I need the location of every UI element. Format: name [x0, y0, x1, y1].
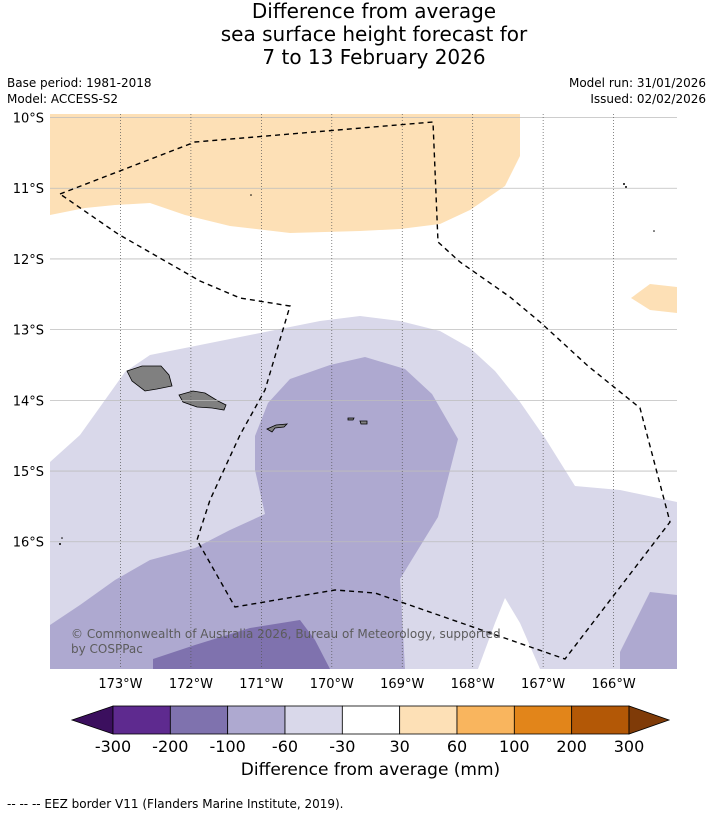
colorbar-bin	[169, 705, 229, 735]
graticule	[50, 114, 677, 669]
latitude-tick-label: 16°S	[13, 536, 44, 551]
eez-footnote: -- -- -- EEZ border V11 (Flanders Marine…	[7, 797, 344, 811]
colorbar-bin	[513, 705, 573, 735]
colorbar-bin	[341, 705, 401, 735]
title-line-1: Difference from average	[251, 0, 497, 23]
latitude-tick-label: 14°S	[13, 394, 44, 409]
latitude-tick-label: 15°S	[13, 465, 44, 480]
longitude-tick-label: 171°W	[239, 677, 283, 692]
islet-marker	[61, 537, 63, 539]
island-savaii	[126, 365, 173, 392]
longitude-tick-label: 173°W	[98, 677, 142, 692]
colorbar-tick-label: 30	[389, 737, 409, 756]
copyright-line-2: by COSPPac	[71, 642, 143, 656]
longitude-tick-label: 169°W	[380, 677, 424, 692]
colorbar-title: Difference from average (mm)	[240, 760, 501, 780]
base-period-text: Base period: 1981-2018	[7, 76, 152, 90]
colorbar-extend-low	[70, 705, 114, 735]
colorbar-tick-label: -30	[329, 737, 355, 756]
colorbar-tick-label: -300	[95, 737, 131, 756]
negative-anomaly-region-strong	[153, 620, 330, 669]
latitude-tick-label: 11°S	[13, 182, 44, 197]
colorbar-extend-high	[628, 705, 671, 735]
latitude-tick-label: 12°S	[13, 253, 44, 268]
islet-marker	[653, 230, 655, 232]
eez-border-samoa	[59, 121, 671, 660]
base-info: Base period: 1981-2018 Model: ACCESS-S2	[7, 75, 152, 107]
positive-anomaly-region-north	[50, 114, 520, 233]
colorbar-bin	[571, 705, 630, 735]
colorbar-bin	[284, 705, 343, 735]
near-average-notch-south	[478, 598, 540, 669]
longitude-tick-label: 172°W	[169, 677, 213, 692]
colorbar-tick-label: 60	[447, 737, 467, 756]
islet-marker	[625, 186, 627, 188]
islet-marker	[623, 183, 625, 185]
model-run-text: Model run: 31/01/2026	[568, 76, 706, 90]
islet-marker	[59, 543, 61, 545]
title-line-3: 7 to 13 February 2026	[262, 45, 486, 69]
island-tutuila	[266, 423, 289, 433]
colorbar: -300 -200 -100 -60 -30 30 60 100 200 300	[70, 705, 671, 756]
longitude-tick-label: 170°W	[310, 677, 354, 692]
colorbar-bin	[456, 705, 515, 735]
longitude-tick-label: 167°W	[521, 677, 565, 692]
colorbar-bin	[227, 705, 286, 735]
islet-marker	[250, 194, 252, 196]
longitude-tick-label: 166°W	[592, 677, 636, 692]
colorbar-bin	[112, 705, 171, 735]
model-text: Model: ACCESS-S2	[7, 92, 119, 106]
copyright-line-1: © Commonwealth of Australia 2026, Bureau…	[71, 627, 501, 641]
latitude-tick-label: 13°S	[13, 324, 44, 339]
colorbar-tick-label: -60	[272, 737, 298, 756]
colorbar-tick-label: -100	[210, 737, 246, 756]
issued-text: Issued: 02/02/2026	[590, 92, 706, 106]
island-ofu	[347, 417, 355, 421]
title-line-2: sea surface height forecast for	[220, 22, 528, 46]
longitude-tick-labels: 173°W 172°W 171°W 170°W 169°W 168°W 167°W 166°W	[98, 677, 635, 692]
negative-anomaly-region-medium	[50, 357, 458, 669]
colorbar-tick-label: 300	[614, 737, 645, 756]
map-area: © Commonwealth of Australia 2026, Bureau…	[50, 114, 677, 669]
longitude-tick-label: 168°W	[451, 677, 495, 692]
colorbar-bin	[399, 705, 458, 735]
negative-anomaly-region-medium-southeast	[620, 592, 677, 669]
latitude-tick-labels: 10°S 11°S 12°S 13°S 14°S 15°S 16°S	[13, 112, 44, 551]
colorbar-tick-label: 100	[499, 737, 530, 756]
colorbar-tick-label: 200	[556, 737, 587, 756]
colorbar-tick-label: -200	[152, 737, 188, 756]
island-tau	[359, 420, 368, 425]
latitude-tick-label: 10°S	[13, 112, 44, 127]
positive-anomaly-region-east	[631, 284, 677, 313]
run-info: Model run: 31/01/2026 Issued: 02/02/2026	[569, 75, 706, 107]
chart-title: Difference from average sea surface heig…	[0, 0, 713, 69]
